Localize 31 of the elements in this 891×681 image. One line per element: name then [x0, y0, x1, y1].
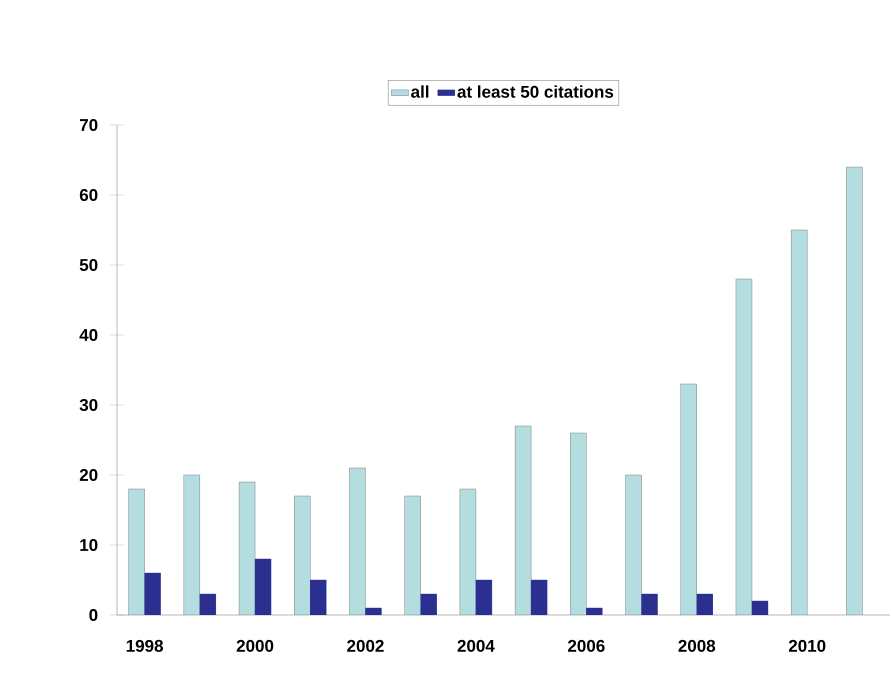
x-tick-label: 2004	[458, 640, 495, 652]
x-tick-label: 2000	[236, 640, 274, 652]
legend-label: all	[411, 85, 428, 98]
bar	[625, 474, 642, 615]
bar	[570, 432, 587, 615]
y-tick-label: 0	[89, 608, 98, 622]
legend-label: at least 50 citations	[458, 85, 614, 98]
x-tick-label: 1998	[126, 640, 163, 652]
bar	[184, 474, 200, 615]
bar	[460, 488, 476, 615]
bar	[294, 496, 310, 615]
bar	[238, 482, 256, 615]
y-tick-label: 20	[80, 468, 98, 482]
y-tick-label: 70	[80, 118, 98, 132]
bar	[736, 278, 752, 615]
bar	[514, 426, 532, 615]
bar	[680, 384, 697, 615]
y-tick-label: 40	[79, 328, 98, 342]
bar	[128, 488, 145, 615]
x-tick-label: 2006	[568, 640, 605, 652]
y-tick-label: 50	[80, 258, 98, 272]
x-tick-label: 2002	[347, 640, 384, 652]
bar	[790, 230, 808, 615]
x-tick-label: 2010	[788, 640, 826, 652]
bar	[846, 166, 863, 615]
y-tick-label: 30	[80, 398, 98, 412]
y-tick-label: 60	[80, 188, 98, 202]
x-tick-label: 2008	[678, 640, 716, 652]
bar	[349, 468, 366, 615]
bar	[404, 496, 421, 615]
y-tick-label: 10	[80, 538, 98, 552]
